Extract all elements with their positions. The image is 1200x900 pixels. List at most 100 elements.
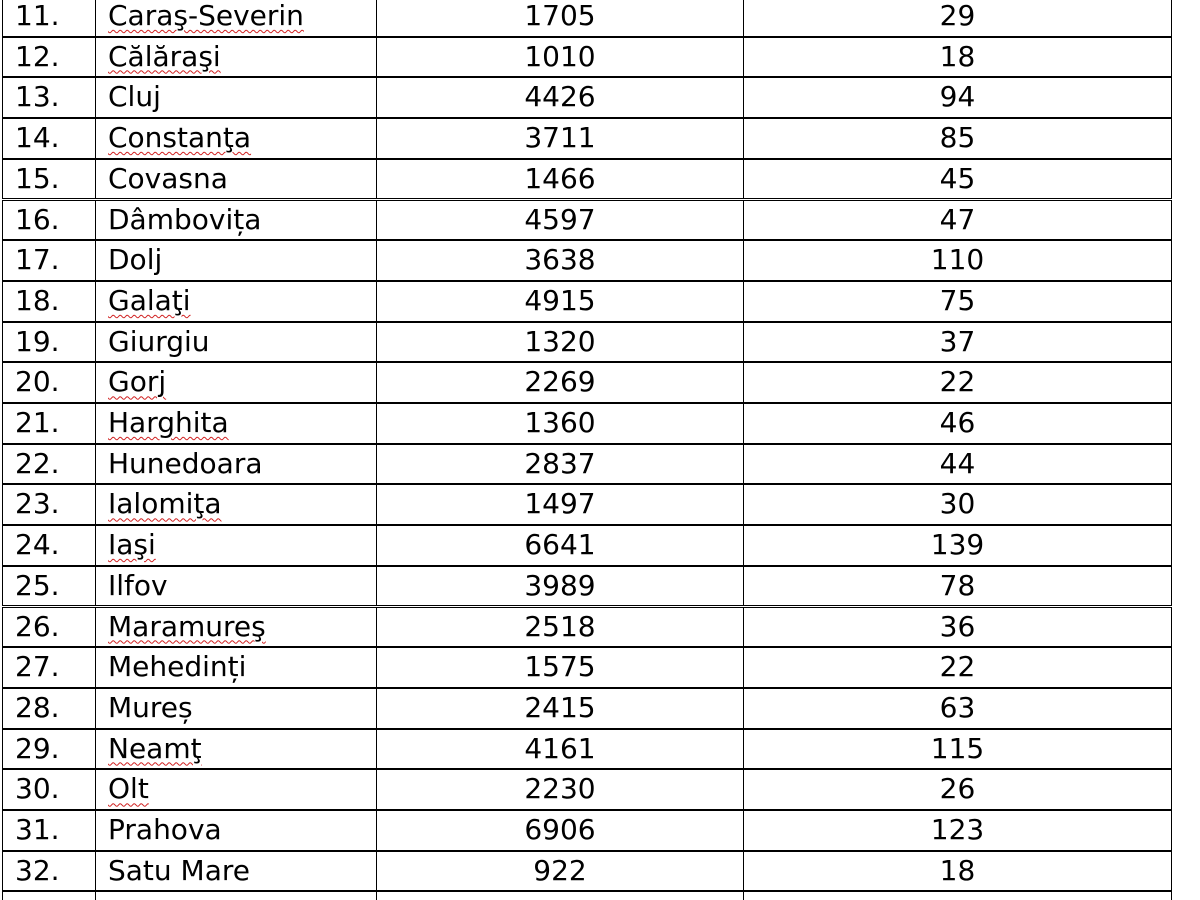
value-a: 2269: [376, 363, 743, 402]
cell-text: 12.: [15, 39, 60, 73]
empty-cell: [95, 892, 376, 900]
table-row-partial: [2, 891, 1172, 900]
value-a: 2837: [376, 444, 743, 484]
county-name: Ilfov: [95, 566, 376, 606]
cell-text: 2837: [524, 446, 596, 480]
empty-cell: [2, 892, 95, 900]
cell-text: Ialomiţa: [108, 487, 222, 521]
cell-text: Călăraşi: [108, 39, 221, 73]
table-row: 28. Mureș 2415 63: [2, 687, 1172, 729]
value-b: 75: [743, 281, 1172, 321]
county-name: Călăraşi: [95, 37, 376, 77]
cell-text: Prahova: [108, 813, 222, 846]
row-number: 15.: [2, 159, 95, 199]
cell-text: Constanţa: [108, 121, 252, 155]
table-row: 21. Harghita 1360 46: [2, 403, 1172, 444]
cell-text: 29: [939, 0, 976, 32]
cell-text: 6641: [524, 528, 596, 562]
value-a: 4161: [376, 729, 743, 769]
cell-text: 14.: [15, 121, 60, 155]
county-name: Caraş-Severin: [95, 0, 376, 36]
cell-text: 15.: [15, 161, 60, 195]
cell-text: 18.: [15, 283, 60, 317]
table-row: 32. Satu Mare 922 18: [2, 850, 1172, 892]
county-name: Mureș: [95, 688, 376, 728]
county-name: Olt: [95, 770, 376, 809]
cell-text: 36: [939, 609, 976, 643]
value-b: 46: [743, 404, 1172, 443]
value-a: 3711: [376, 119, 743, 158]
table-row: 20. Gorj 2269 22: [2, 362, 1172, 403]
table-row: 18. Galaţi 4915 75: [2, 280, 1172, 322]
county-name: Prahova: [95, 811, 376, 850]
table-row: 26. Maramureş 2518 36: [2, 606, 1172, 648]
value-a: 2518: [376, 607, 743, 647]
county-name: Dolj: [95, 241, 376, 280]
row-number: 30.: [2, 770, 95, 809]
cell-text: 2230: [524, 772, 596, 806]
cell-text: 63: [939, 690, 976, 724]
table-row: 29. Neamţ 4161 115: [2, 728, 1172, 770]
county-name: Mehedinți: [95, 648, 376, 687]
cell-text: 2415: [524, 690, 596, 724]
cell-text: Giurgiu: [108, 324, 210, 358]
table-row: 31. Prahova 6906 123: [2, 810, 1172, 851]
cell-text: 17.: [15, 243, 60, 277]
cell-text: Dâmbovița: [108, 202, 262, 236]
table-row: 17. Dolj 3638 110: [2, 240, 1172, 281]
cell-text: 922: [533, 853, 587, 887]
cell-text: Caraş-Severin: [108, 0, 304, 32]
row-number: 31.: [2, 811, 95, 850]
value-b: 115: [743, 729, 1172, 769]
county-name: Gorj: [95, 363, 376, 402]
row-number: 19.: [2, 322, 95, 362]
row-number: 28.: [2, 688, 95, 728]
cell-text: 85: [939, 121, 976, 155]
cell-text: 24.: [15, 528, 60, 562]
value-a: 1705: [376, 0, 743, 36]
value-a: 4597: [376, 200, 743, 240]
cell-text: 22.: [15, 446, 60, 480]
value-a: 1010: [376, 37, 743, 77]
value-b: 85: [743, 119, 1172, 158]
value-b: 18: [743, 851, 1172, 891]
row-number: 16.: [2, 200, 95, 240]
cell-text: 1705: [524, 0, 596, 32]
value-b: 45: [743, 159, 1172, 199]
value-b: 63: [743, 688, 1172, 728]
county-name: Neamţ: [95, 729, 376, 769]
cell-text: 115: [930, 731, 985, 765]
cell-text: 31.: [15, 813, 60, 846]
cell-text: Hunedoara: [108, 446, 263, 480]
table-row: 30. Olt 2230 26: [2, 769, 1172, 810]
row-number: 17.: [2, 241, 95, 280]
table-row: 16. Dâmbovița 4597 47: [2, 199, 1172, 241]
cell-text: 3711: [524, 121, 596, 155]
cell-text: 94: [939, 80, 976, 114]
value-a: 1320: [376, 322, 743, 362]
cell-text: 46: [939, 406, 976, 439]
cell-text: 23.: [15, 487, 60, 521]
cell-text: 18: [939, 853, 976, 887]
row-number: 27.: [2, 648, 95, 687]
value-a: 1497: [376, 485, 743, 525]
value-a: 1466: [376, 159, 743, 199]
value-b: 37: [743, 322, 1172, 362]
cell-text: 1497: [524, 487, 596, 521]
value-a: 6906: [376, 811, 743, 850]
county-name: Harghita: [95, 404, 376, 443]
cell-text: 123: [930, 813, 985, 846]
value-b: 78: [743, 566, 1172, 606]
table-row: 19. Giurgiu 1320 37: [2, 321, 1172, 363]
cell-text: 78: [939, 568, 976, 602]
cell-text: 6906: [524, 813, 596, 846]
value-b: 110: [743, 241, 1172, 280]
table-row: 14. Constanţa 3711 85: [2, 118, 1172, 159]
cell-text: 37: [939, 324, 976, 358]
cell-text: 22: [939, 365, 976, 399]
value-b: 26: [743, 770, 1172, 809]
cell-text: Ilfov: [108, 568, 168, 602]
cell-text: 1320: [524, 324, 596, 358]
row-number: 12.: [2, 37, 95, 77]
